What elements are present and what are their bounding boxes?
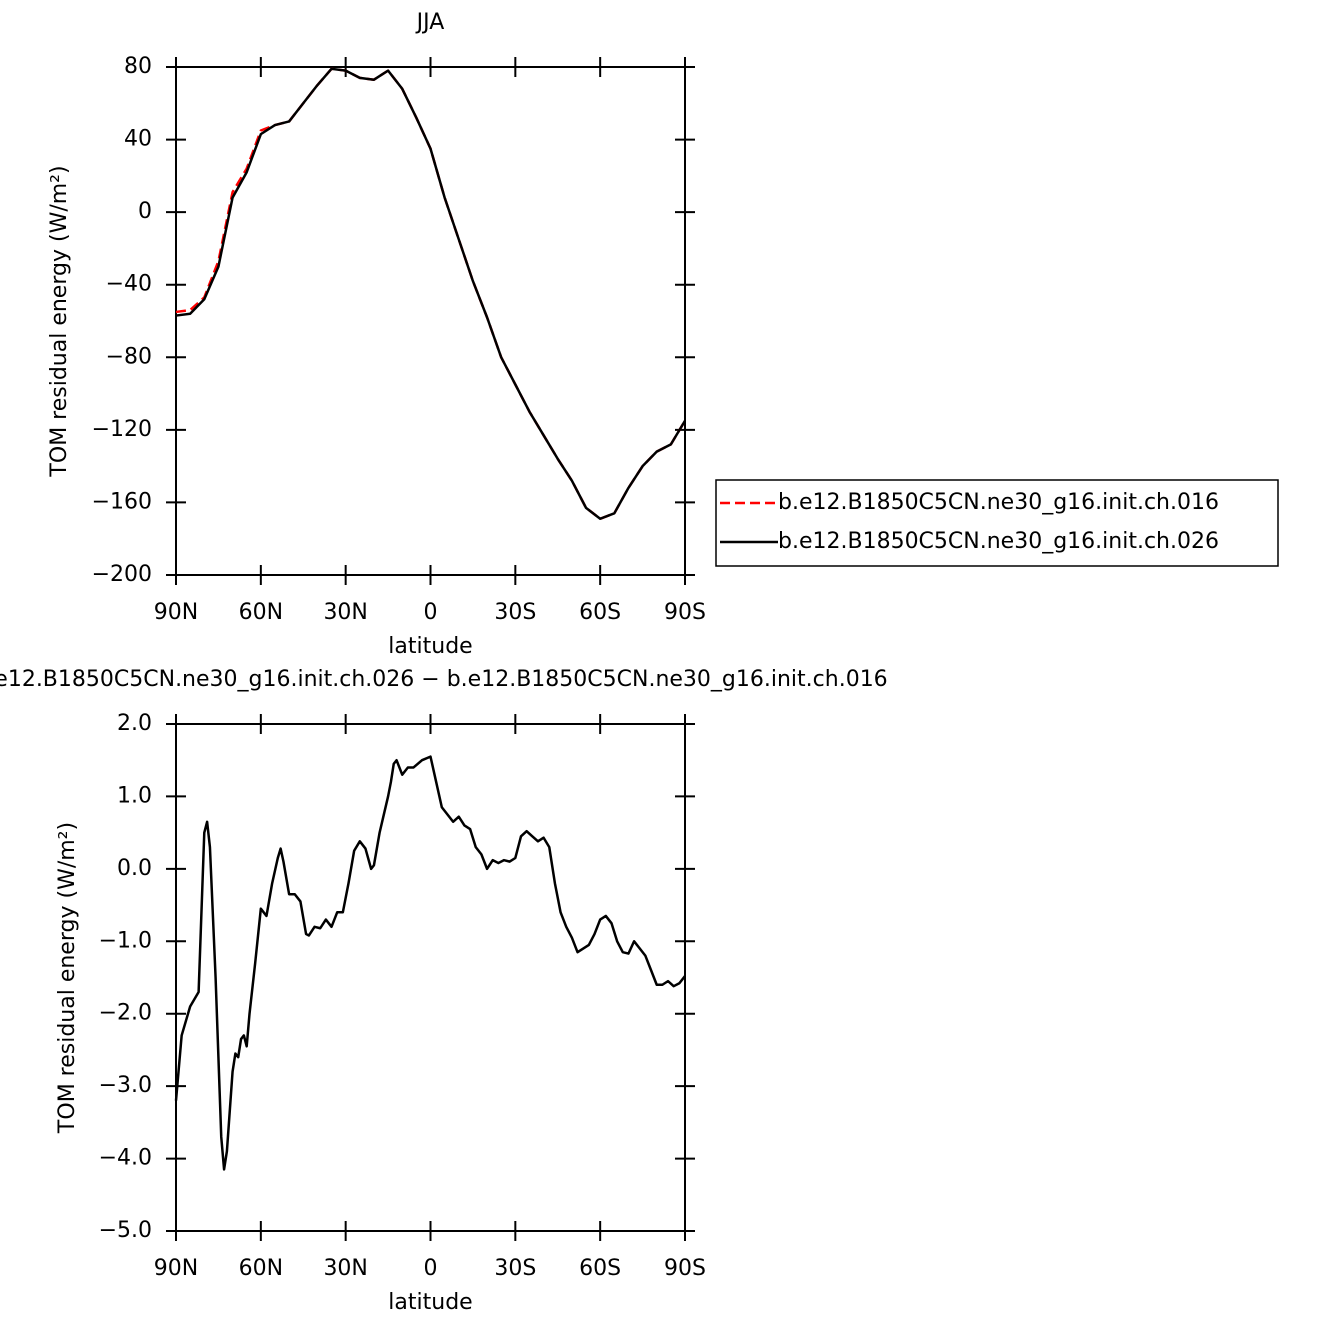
x-tick-label: 30S bbox=[494, 1256, 536, 1281]
legend-box bbox=[715, 479, 1279, 567]
x-tick-label: 90N bbox=[154, 600, 198, 625]
x-tick-label: 90N bbox=[154, 1256, 198, 1281]
y-axis-label: TOM residual energy (W/m²) bbox=[55, 822, 80, 1134]
x-axis-label: latitude bbox=[388, 1290, 472, 1315]
data-line bbox=[175, 67, 687, 521]
x-tick-label: 90S bbox=[664, 600, 706, 625]
data-line bbox=[175, 67, 687, 521]
y-tick-label: −3.0 bbox=[99, 1073, 152, 1098]
data-line bbox=[174, 755, 686, 1171]
y-tick-label: −40 bbox=[106, 272, 152, 297]
y-tick-label: −160 bbox=[92, 489, 152, 514]
y-tick-label: 1.0 bbox=[117, 783, 152, 808]
y-tick-label: −5.0 bbox=[99, 1218, 152, 1243]
y-tick-label: −200 bbox=[92, 562, 152, 587]
chart-title: JJA bbox=[415, 10, 445, 35]
y-tick-label: 2.0 bbox=[117, 711, 152, 736]
y-tick-label: −1.0 bbox=[99, 928, 152, 953]
x-tick-label: 60N bbox=[239, 1256, 283, 1281]
x-tick-label: 90S bbox=[664, 1256, 706, 1281]
x-tick-label: 60N bbox=[239, 600, 283, 625]
x-tick-label: 30N bbox=[323, 600, 367, 625]
x-tick-label: 30N bbox=[323, 1256, 367, 1281]
x-tick-label: 0 bbox=[424, 1256, 438, 1281]
y-tick-label: 0.0 bbox=[117, 856, 152, 881]
y-tick-label: −4.0 bbox=[99, 1146, 152, 1171]
y-tick-label: −120 bbox=[92, 417, 152, 442]
x-tick-label: 0 bbox=[424, 600, 438, 625]
y-tick-label: 80 bbox=[124, 54, 152, 79]
y-tick-label: −80 bbox=[106, 344, 152, 369]
plot-frame bbox=[175, 66, 686, 576]
x-axis-label: latitude bbox=[388, 634, 472, 659]
y-tick-label: 40 bbox=[124, 127, 152, 152]
x-tick-label: 60S bbox=[579, 1256, 621, 1281]
legend-label: b.e12.B1850C5CN.ne30_g16.init.ch.016 bbox=[778, 490, 1219, 515]
legend-label: b.e12.B1850C5CN.ne30_g16.init.ch.026 bbox=[778, 529, 1219, 554]
x-tick-label: 30S bbox=[494, 600, 536, 625]
x-tick-label: 60S bbox=[579, 600, 621, 625]
y-tick-label: 0 bbox=[138, 199, 152, 224]
chart-title: b.e12.B1850C5CN.ne30_g16.init.ch.026 − b… bbox=[0, 667, 888, 692]
y-tick-label: −2.0 bbox=[99, 1001, 152, 1026]
y-axis-label: TOM residual energy (W/m²) bbox=[47, 165, 72, 477]
